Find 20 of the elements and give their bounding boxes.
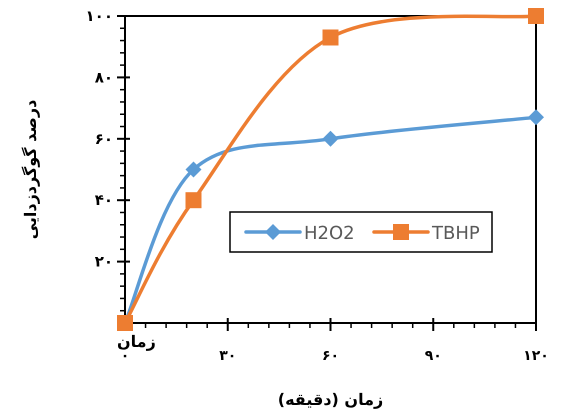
annotation: زمان [117, 332, 156, 351]
x-tick-label: ۳۰ [219, 348, 236, 364]
point [186, 192, 202, 208]
point [186, 162, 202, 178]
x-axis-title: زمان (دقیقه) [278, 390, 384, 409]
x-tick-label: ۹۰ [424, 348, 442, 364]
legend-label: TBHP [431, 223, 480, 244]
y-tick-label: ۱۰۰ [86, 7, 113, 25]
y-tick-label: ۸۰ [94, 68, 113, 86]
y-tick-label: ۴۰ [94, 191, 113, 210]
point [322, 130, 338, 147]
y-tick-label: ۶۰ [94, 130, 113, 148]
point [322, 29, 338, 46]
y-axis-title: درصد گوگردزدایی [21, 100, 40, 240]
y-tick-label: ۲۰ [94, 252, 113, 271]
point [528, 8, 544, 24]
point [528, 109, 544, 126]
x-tick-label: ۱۲۰ [523, 348, 549, 364]
legend-label: H2O2 [304, 223, 355, 244]
x-tick-label: ۶۰ [322, 348, 340, 364]
